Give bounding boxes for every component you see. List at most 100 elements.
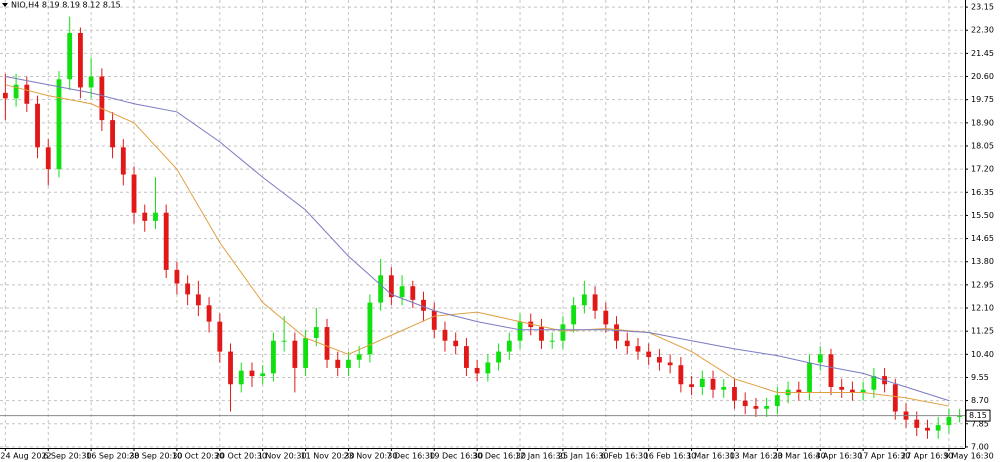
x-tick-label: 27 Apr 16:30 (901, 452, 953, 461)
x-tick-label: 20 Oct 20:30 (215, 452, 267, 461)
candle-body (410, 286, 416, 300)
y-tick-label: 7.85 (971, 419, 989, 428)
candle-body (721, 386, 727, 390)
candle-body (35, 103, 40, 148)
candle-body (839, 386, 845, 390)
candle-body (539, 327, 544, 341)
candle-body (195, 294, 201, 306)
moving-average-line (5, 84, 950, 407)
candle-body (313, 327, 319, 338)
x-tick-label: 1 Mar 16:30 (687, 452, 735, 461)
candle-body (506, 340, 512, 352)
candle-body (13, 84, 19, 99)
y-tick-label: 13.80 (971, 257, 994, 266)
candle-body (356, 354, 362, 360)
candle-body (496, 351, 501, 363)
candle-body (56, 79, 62, 170)
candle-body (346, 359, 351, 368)
candle-body (2, 92, 8, 99)
candle-body (324, 327, 330, 360)
candle-body (431, 310, 437, 330)
candle-body (185, 283, 191, 295)
candle-body (657, 357, 662, 363)
candle-body (260, 373, 266, 377)
candle-body (742, 400, 748, 407)
candle-body (925, 427, 930, 431)
candle-body (581, 294, 587, 306)
y-tick-label: 9.55 (971, 373, 989, 382)
candle-body (442, 329, 448, 341)
last-price-tag (965, 409, 991, 422)
candle-body (142, 212, 148, 221)
candle-body (549, 340, 555, 342)
x-tick-label: 16 Sep 20:30 (86, 452, 139, 461)
y-tick-label: 8.70 (971, 396, 989, 405)
candle-body (807, 362, 812, 393)
candle-body (99, 76, 105, 121)
chart-title: NIO,H4 8.19 8.19 8.12 8.15 (11, 1, 121, 10)
y-tick-label: 11.25 (971, 327, 994, 336)
y-tick-label: 10.40 (971, 350, 994, 359)
title-marker (2, 3, 8, 7)
candle-body (281, 340, 287, 342)
candle-body (485, 362, 491, 374)
y-tick-label: 12.10 (971, 304, 994, 313)
candle-body (817, 354, 823, 363)
candle-body (421, 299, 426, 311)
x-tick-label: 23 Nov 20:30 (343, 452, 397, 461)
candle-body (88, 76, 94, 88)
y-tick-label: 21.45 (971, 49, 994, 58)
candle-body (464, 346, 469, 368)
candle-body (914, 419, 920, 428)
x-tick-label: 4 Apr 16:30 (815, 452, 862, 461)
candle-body (399, 286, 405, 298)
candle-body (153, 212, 158, 221)
candle-body (850, 389, 855, 393)
candle-body (388, 275, 394, 298)
candle-body (614, 324, 619, 341)
x-tick-label: 6 Sep 20:30 (43, 452, 91, 461)
y-tick-label: 7.00 (971, 442, 989, 451)
candle-body (217, 321, 223, 352)
candle-body (624, 340, 630, 347)
candle-body (335, 359, 341, 368)
x-tick-label: 19 Dec 16:30 (429, 452, 483, 461)
x-tick-label: 10 Oct 20:30 (172, 452, 224, 461)
x-tick-label: 12 Jan 16:30 (515, 452, 566, 461)
candle-body (871, 376, 877, 390)
y-tick-label: 23.15 (971, 3, 994, 12)
candle-body (206, 305, 212, 322)
x-tick-label: 17 Apr 16:30 (858, 452, 910, 461)
candle-body (67, 32, 73, 80)
candle-body (592, 294, 598, 311)
candle-body (24, 84, 30, 104)
candle-body (710, 378, 716, 390)
x-tick-label: 28 Sep 20:30 (129, 452, 182, 461)
candle-body (892, 384, 898, 412)
candle-body (935, 425, 941, 431)
candle-body (303, 337, 308, 368)
candle-body (946, 416, 952, 426)
grid (0, 0, 965, 448)
candle-body (764, 406, 770, 409)
y-tick-label: 18.90 (971, 118, 994, 127)
y-tick-label: 14.65 (971, 234, 994, 243)
candle-body (560, 324, 566, 341)
candle-body (238, 370, 244, 385)
candle-body (110, 120, 115, 148)
x-tick-label: 7 Dec 16:30 (386, 452, 435, 461)
candle-body (163, 212, 169, 270)
candle-body (228, 351, 233, 385)
y-tick-label: 20.60 (971, 72, 994, 81)
x-tick-label: 11 Nov 20:30 (301, 452, 355, 461)
candle-body (367, 302, 373, 355)
candle-body (292, 340, 298, 368)
candle-body (120, 147, 126, 175)
candle-body (689, 384, 694, 387)
x-tick-label: 24 Aug 2022 (0, 452, 51, 461)
moving-average-line (5, 76, 950, 402)
candle-body (45, 147, 51, 170)
candle-body (453, 340, 459, 347)
candle-body (474, 367, 480, 374)
